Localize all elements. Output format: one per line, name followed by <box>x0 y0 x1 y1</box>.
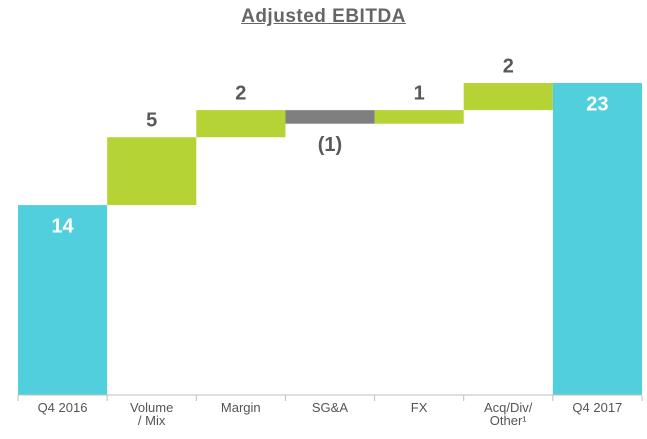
bar <box>107 137 197 206</box>
bar <box>463 83 553 111</box>
x-tick-label: Volume / Mix <box>129 400 174 428</box>
bar <box>552 83 642 395</box>
bar <box>374 110 464 124</box>
bar <box>285 110 375 124</box>
bar <box>196 110 286 138</box>
data-label: 14 <box>51 215 74 237</box>
chart-title: Adjusted EBITDA <box>241 6 406 27</box>
x-tick-label: Margin <box>220 400 261 415</box>
data-label: 5 <box>146 110 157 132</box>
data-label: 1 <box>414 82 425 104</box>
x-tick-label: FX <box>410 400 428 415</box>
data-label: 2 <box>235 82 246 104</box>
x-tick-label: Q4 2017 <box>572 400 623 415</box>
data-label: (1) <box>318 134 342 156</box>
bar <box>18 205 108 395</box>
x-tick-label: Q4 2016 <box>37 400 88 415</box>
x-tick-label: Acq/Div/ Other¹ <box>484 400 533 428</box>
data-label: 23 <box>586 93 608 115</box>
x-tick-label: SG&A <box>311 400 348 415</box>
data-label: 2 <box>503 55 514 77</box>
